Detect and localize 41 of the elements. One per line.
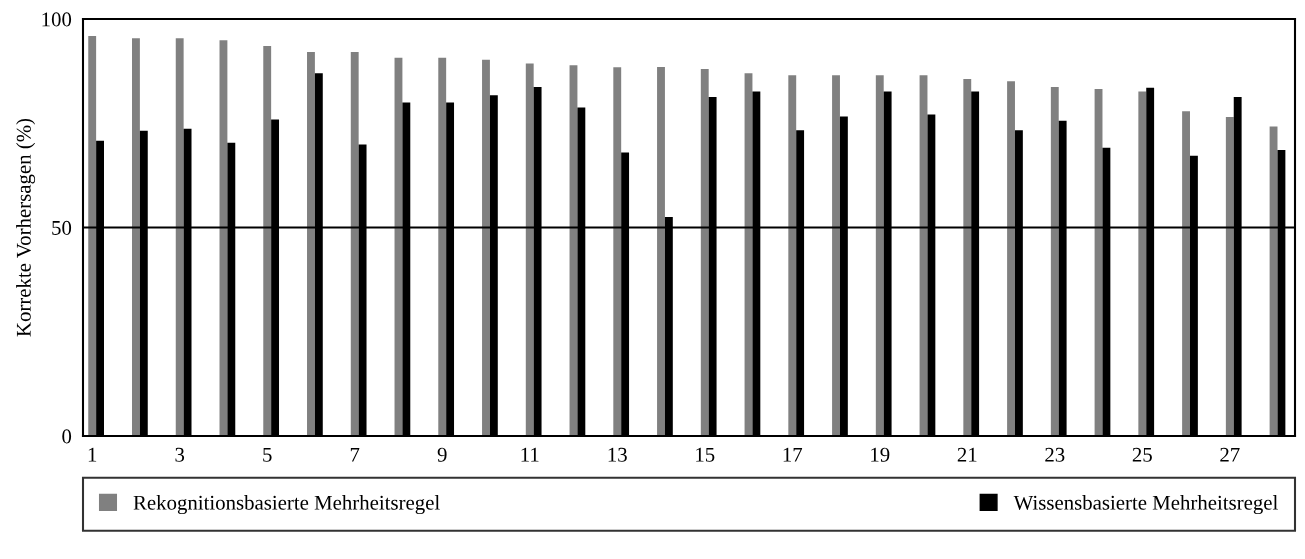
bar — [1138, 91, 1147, 436]
bar — [482, 59, 490, 436]
x-tick-label: 5 — [263, 447, 272, 462]
bar — [700, 69, 709, 436]
bar — [613, 67, 622, 436]
legend-label: Rekognitionsbasierte Mehrheitsregel — [133, 495, 440, 515]
bar — [788, 75, 797, 436]
x-tick-label: 15 — [696, 447, 715, 462]
x-tick-label: 1 — [88, 447, 97, 462]
x-tick-label: 21 — [957, 447, 977, 462]
y-tick-label: 50 — [52, 220, 72, 235]
x-tick-label: 13 — [608, 447, 627, 462]
x-tick-label: 23 — [1045, 447, 1065, 462]
x-tick-label: 3 — [175, 447, 185, 462]
bar — [875, 75, 884, 436]
bar — [525, 63, 534, 436]
y-tick-label: 100 — [42, 12, 72, 27]
bar — [1007, 81, 1015, 436]
y-tick-label: 0 — [62, 429, 72, 444]
x-tick-label: 11 — [521, 447, 539, 462]
x-tick-label: 17 — [783, 447, 803, 462]
bar — [657, 66, 665, 436]
bar — [88, 36, 97, 436]
x-tick-label: 7 — [350, 447, 360, 462]
bar — [438, 57, 447, 436]
y-axis-title: Korrekte Vorhersagen (%) — [16, 118, 36, 337]
bar — [963, 79, 972, 436]
legend-label: Wissensbasierte Mehrheitsregel — [1013, 495, 1278, 515]
bar — [832, 75, 840, 436]
bar — [1050, 86, 1059, 436]
bar — [132, 38, 140, 436]
x-tick-label: 25 — [1132, 447, 1152, 462]
bar — [1225, 116, 1234, 436]
x-tick-label: 9 — [437, 447, 447, 462]
bar — [263, 46, 272, 436]
bar — [175, 38, 184, 436]
bar — [1182, 111, 1190, 436]
bar — [307, 51, 315, 436]
x-tick-label: 19 — [871, 447, 890, 462]
bar — [350, 51, 359, 436]
x-tick-label: 27 — [1220, 447, 1240, 462]
